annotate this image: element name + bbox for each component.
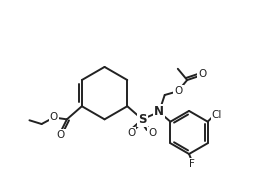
Text: F: F (188, 159, 194, 169)
Text: O: O (174, 86, 182, 96)
Text: O: O (197, 69, 205, 79)
Text: Cl: Cl (211, 110, 221, 120)
Text: O: O (148, 128, 156, 138)
Text: S: S (137, 113, 146, 126)
Text: O: O (56, 130, 64, 140)
Text: N: N (153, 105, 164, 118)
Text: O: O (50, 113, 58, 122)
Text: O: O (126, 128, 135, 138)
